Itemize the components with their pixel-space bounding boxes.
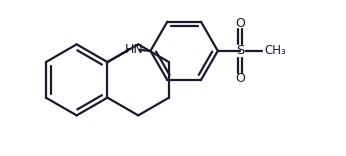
Text: CH₃: CH₃ bbox=[265, 44, 286, 57]
Text: O: O bbox=[235, 17, 245, 30]
Text: O: O bbox=[235, 71, 245, 85]
Text: S: S bbox=[236, 44, 244, 57]
Text: HN: HN bbox=[124, 43, 143, 56]
